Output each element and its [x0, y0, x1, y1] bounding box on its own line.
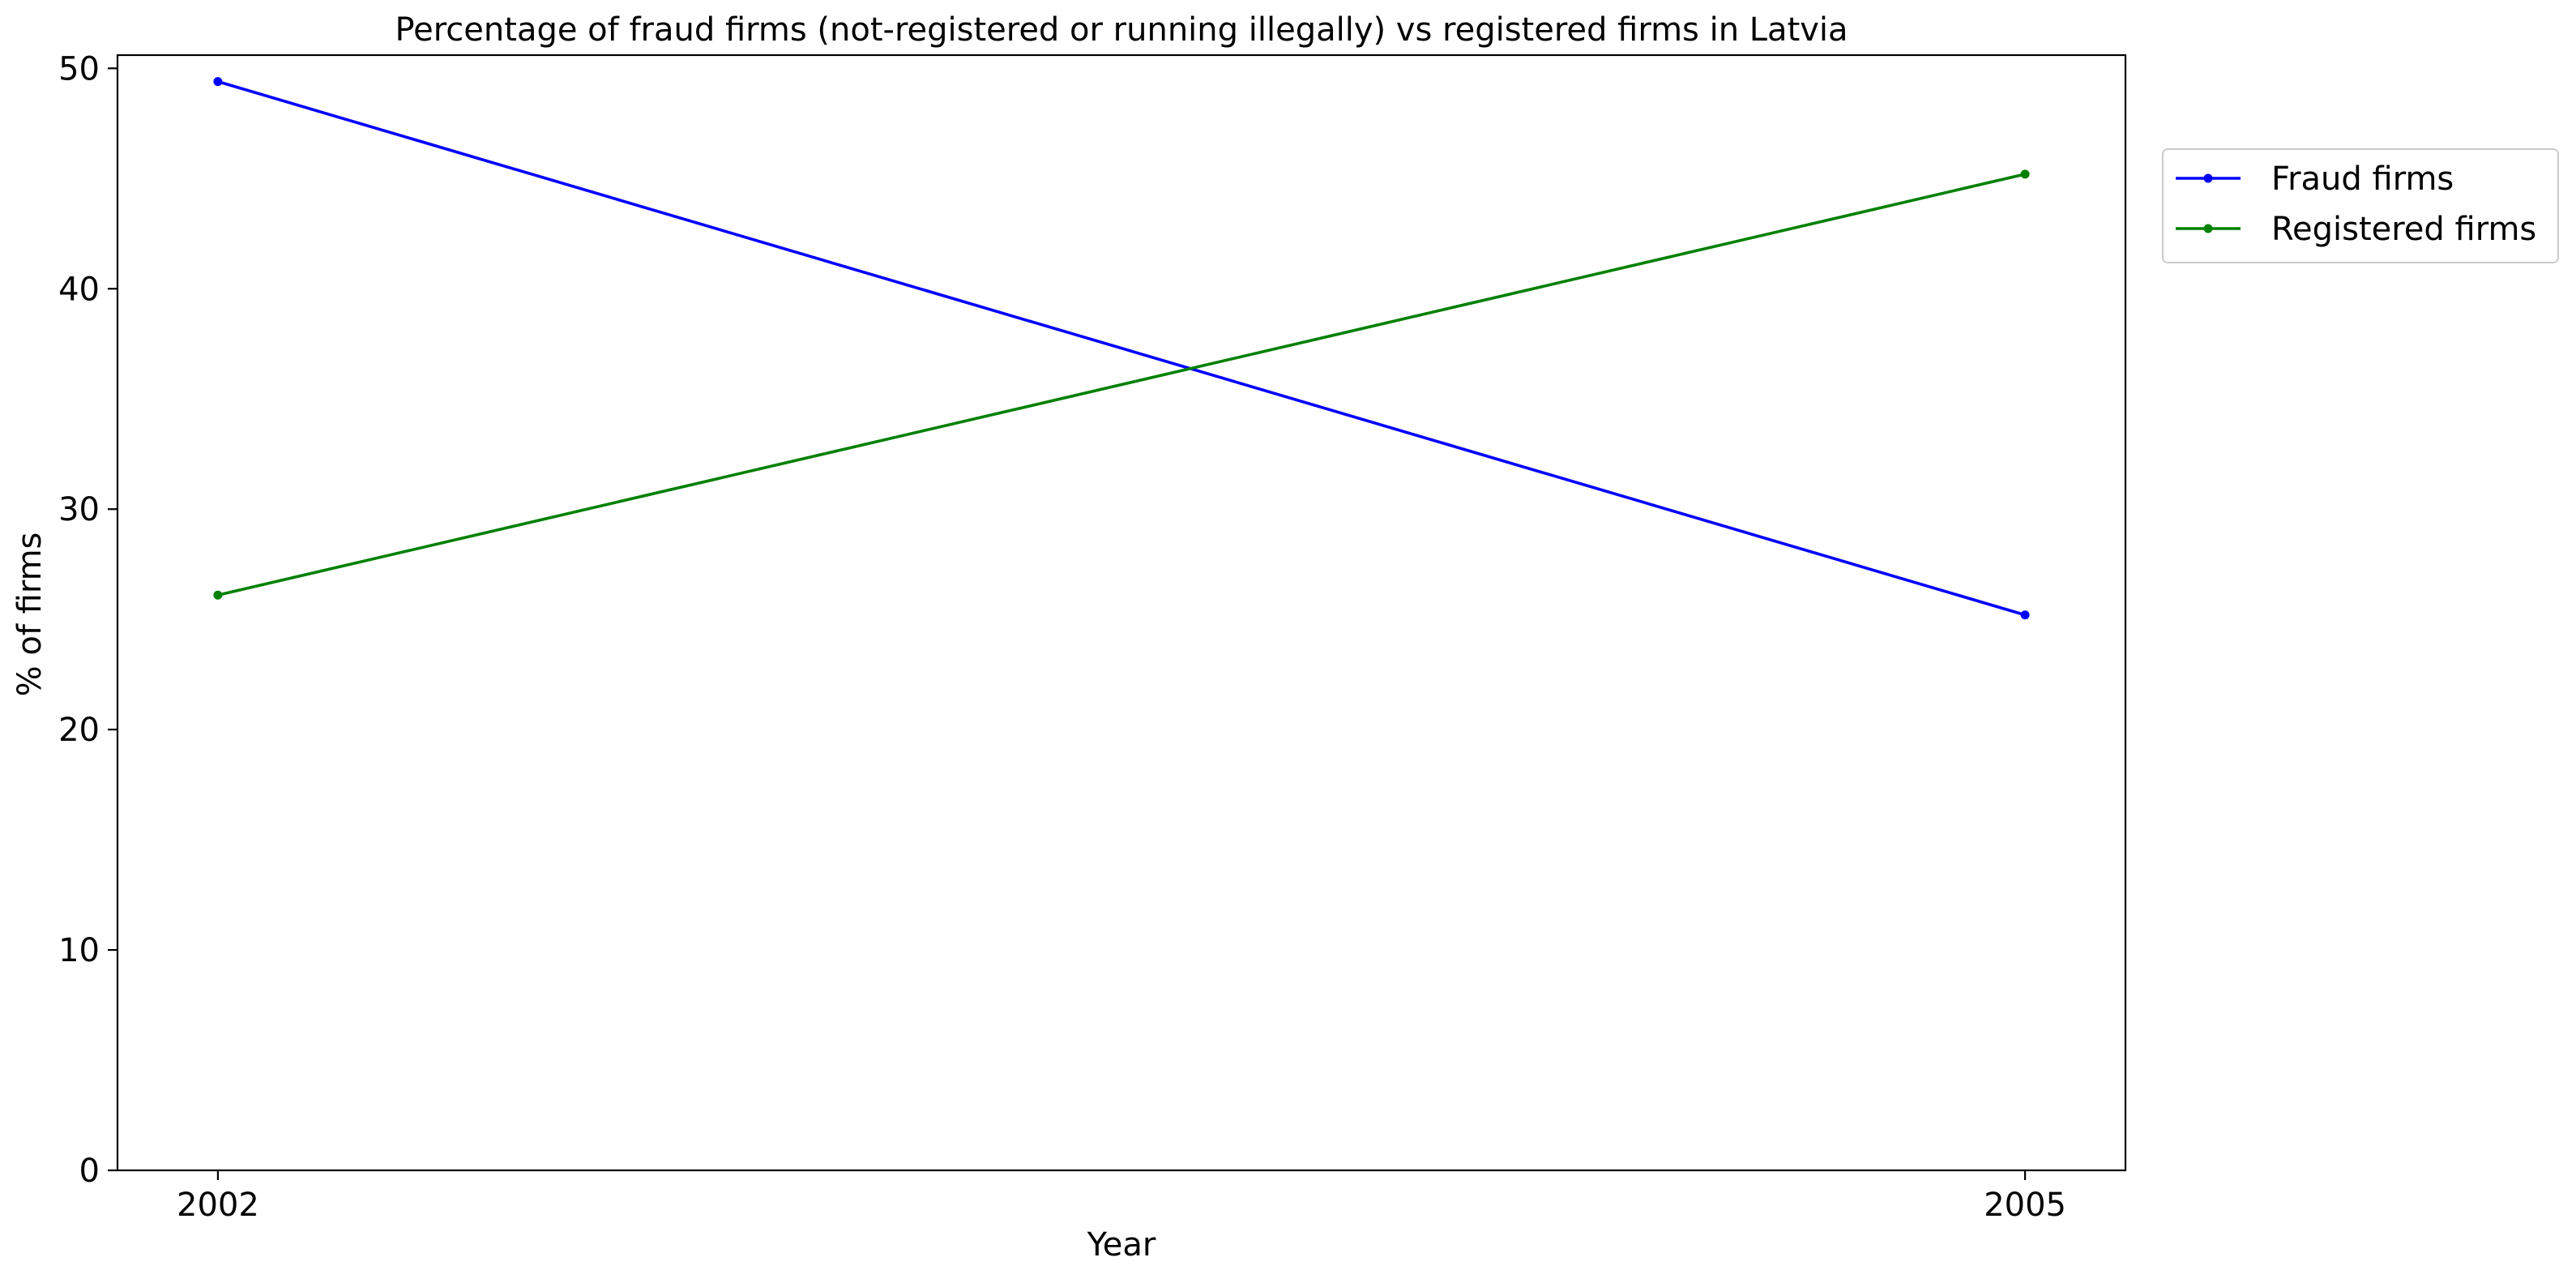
y-axis-label: % of firms	[11, 532, 49, 697]
x-tick-label: 2002	[177, 1187, 259, 1224]
series-line-0	[217, 79, 2026, 617]
data-point	[2020, 610, 2030, 620]
plot-area: 0 10 20 30 40 50 2002 2005	[58, 50, 2127, 1224]
y-tick-label: 30	[58, 491, 100, 528]
x-axis-label: Year	[1087, 1226, 1156, 1264]
legend-marker-1	[2203, 224, 2213, 233]
y-tick-label: 40	[58, 271, 100, 308]
data-point	[213, 590, 223, 600]
y-tick-label: 50	[58, 50, 100, 88]
y-tick-label: 10	[58, 932, 100, 969]
x-tick-label: 2005	[1984, 1187, 2066, 1224]
plot-frame	[116, 53, 2127, 1172]
data-point	[2020, 169, 2030, 179]
legend: Fraud firms Registered firms	[2162, 148, 2559, 263]
legend-label-0: Fraud firms	[2271, 160, 2454, 198]
y-tick-label: 20	[58, 712, 100, 749]
legend-label-1: Registered firms	[2271, 211, 2536, 248]
y-tick-label: 0	[79, 1153, 100, 1190]
legend-marker-0	[2203, 173, 2213, 183]
data-point	[213, 77, 223, 87]
legend-frame	[2162, 148, 2559, 263]
chart-title: Percentage of fraud firms (not-registere…	[395, 11, 1848, 49]
series-line-1	[217, 173, 2026, 597]
